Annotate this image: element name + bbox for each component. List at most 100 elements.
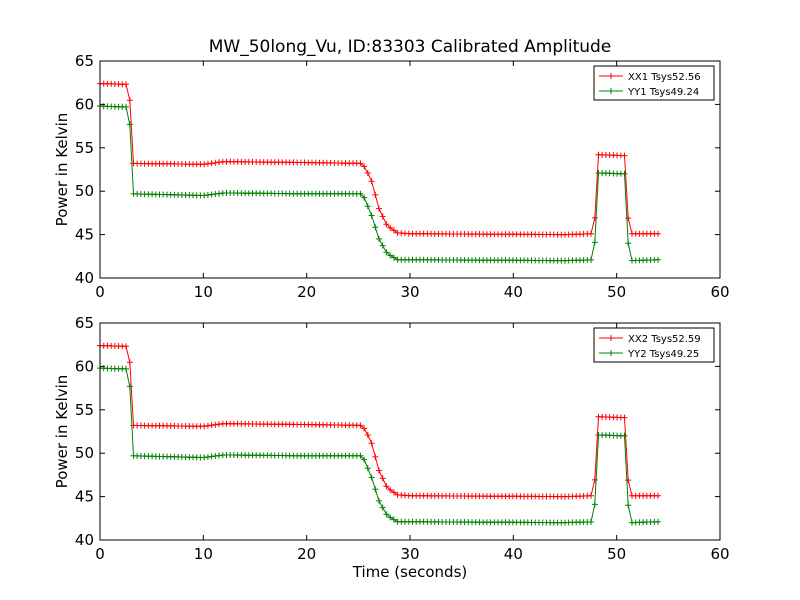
data-point bbox=[383, 511, 390, 518]
data-point bbox=[588, 230, 594, 237]
y-tick-label: 45 bbox=[75, 488, 94, 506]
y-tick-label: 45 bbox=[75, 226, 94, 244]
data-point bbox=[390, 489, 397, 496]
data-point bbox=[126, 383, 133, 390]
y-tick-label: 40 bbox=[75, 269, 94, 287]
data-point bbox=[376, 235, 382, 242]
legend: XX1 Tsys52.56 YY1 Tsys49.24 bbox=[593, 65, 715, 101]
x-tick-label: 20 bbox=[297, 283, 316, 301]
x-tick-label: 30 bbox=[400, 283, 419, 301]
data-point bbox=[387, 224, 394, 231]
y-tick-label: 60 bbox=[75, 95, 94, 113]
data-point bbox=[621, 414, 628, 421]
data-point bbox=[368, 474, 375, 481]
x-tick-label: 30 bbox=[400, 545, 419, 563]
data-point bbox=[123, 103, 129, 110]
y-tick-label: 65 bbox=[75, 52, 94, 70]
top-chart-panel: 0 10 20 30 40 50 60 40 45 50 55 60 65 Power in Kelvin… bbox=[53, 52, 730, 301]
legend-entry: YY2 Tsys49.25 bbox=[627, 349, 699, 360]
data-point bbox=[621, 432, 628, 439]
data-point bbox=[357, 452, 364, 459]
data-point bbox=[591, 214, 598, 221]
data-point bbox=[361, 456, 368, 463]
x-axis-label: Time (seconds) bbox=[352, 563, 468, 581]
legend-marker bbox=[608, 335, 614, 341]
data-point bbox=[387, 252, 394, 259]
data-point bbox=[372, 453, 379, 460]
data-point bbox=[625, 215, 632, 222]
legend-box bbox=[593, 327, 715, 363]
legend-marker bbox=[608, 88, 614, 94]
legend-marker bbox=[608, 350, 614, 356]
legend: XX2 Tsys52.59 YY2 Tsys49.25 bbox=[593, 327, 715, 363]
data-point bbox=[379, 504, 386, 511]
data-point bbox=[390, 227, 397, 234]
data-point bbox=[357, 422, 364, 429]
data-point bbox=[655, 230, 661, 237]
data-point bbox=[588, 492, 594, 499]
data-point bbox=[588, 256, 594, 263]
data-point bbox=[126, 97, 133, 104]
data-point bbox=[387, 486, 394, 493]
data-point bbox=[357, 190, 364, 197]
data-point bbox=[655, 256, 661, 263]
data-point bbox=[361, 163, 368, 170]
y-tick-label: 50 bbox=[75, 444, 94, 462]
data-point bbox=[123, 343, 129, 350]
data-point bbox=[123, 81, 129, 88]
data-point bbox=[625, 240, 632, 247]
bottom-chart-panel: 0 10 20 30 40 50 60 40 45 50 55 60 65 Power in Kelvin… bbox=[53, 314, 730, 581]
y-tick-label: 40 bbox=[75, 531, 94, 549]
data-point bbox=[364, 432, 371, 438]
data-point bbox=[361, 425, 368, 432]
legend-entry: XX2 Tsys52.59 bbox=[628, 334, 701, 345]
data-point bbox=[591, 239, 598, 246]
x-tick-label: 50 bbox=[607, 283, 626, 301]
data-point bbox=[591, 501, 598, 508]
data-point bbox=[372, 486, 379, 493]
x-tick-label: 20 bbox=[297, 545, 316, 563]
data-point bbox=[591, 476, 598, 483]
data-point bbox=[372, 191, 379, 198]
y-tick-label: 55 bbox=[75, 139, 94, 157]
y-tick-label: 50 bbox=[75, 182, 94, 200]
x-tick-label: 40 bbox=[504, 283, 523, 301]
data-point bbox=[588, 518, 594, 525]
data-point bbox=[357, 160, 364, 167]
data-point bbox=[364, 170, 371, 176]
data-point bbox=[625, 502, 632, 509]
x-tick-label: 0 bbox=[95, 545, 105, 563]
data-point bbox=[387, 514, 394, 521]
legend-box bbox=[593, 65, 715, 101]
data-point bbox=[126, 359, 133, 366]
x-tick-label: 40 bbox=[504, 545, 523, 563]
data-point bbox=[364, 203, 371, 210]
data-point bbox=[368, 440, 375, 447]
x-tick-label: 50 bbox=[607, 545, 626, 563]
legend-entry: XX1 Tsys52.56 bbox=[628, 72, 701, 83]
data-point bbox=[621, 152, 628, 159]
data-point bbox=[383, 221, 390, 228]
data-point bbox=[376, 205, 382, 212]
y-axis-label: Power in Kelvin bbox=[53, 375, 71, 489]
data-point bbox=[390, 254, 397, 261]
data-point bbox=[379, 242, 386, 249]
data-point bbox=[390, 516, 397, 523]
x-tick-label: 10 bbox=[194, 545, 213, 563]
data-point bbox=[368, 212, 375, 219]
data-point bbox=[655, 492, 661, 499]
figure-title: MW_50long_Vu, ID:83303 Calibrated Amplit… bbox=[209, 37, 612, 57]
data-point bbox=[364, 465, 371, 472]
x-tick-label: 0 bbox=[95, 283, 105, 301]
data-point bbox=[126, 121, 133, 128]
data-point bbox=[621, 170, 628, 177]
x-tick-label: 10 bbox=[194, 283, 213, 301]
x-tick-label: 60 bbox=[710, 545, 729, 563]
y-axis-label: Power in Kelvin bbox=[53, 113, 71, 227]
y-tick-label: 60 bbox=[75, 357, 94, 375]
data-point bbox=[123, 365, 129, 372]
data-point bbox=[379, 213, 386, 220]
data-point bbox=[372, 224, 379, 231]
y-tick-label: 65 bbox=[75, 314, 94, 332]
